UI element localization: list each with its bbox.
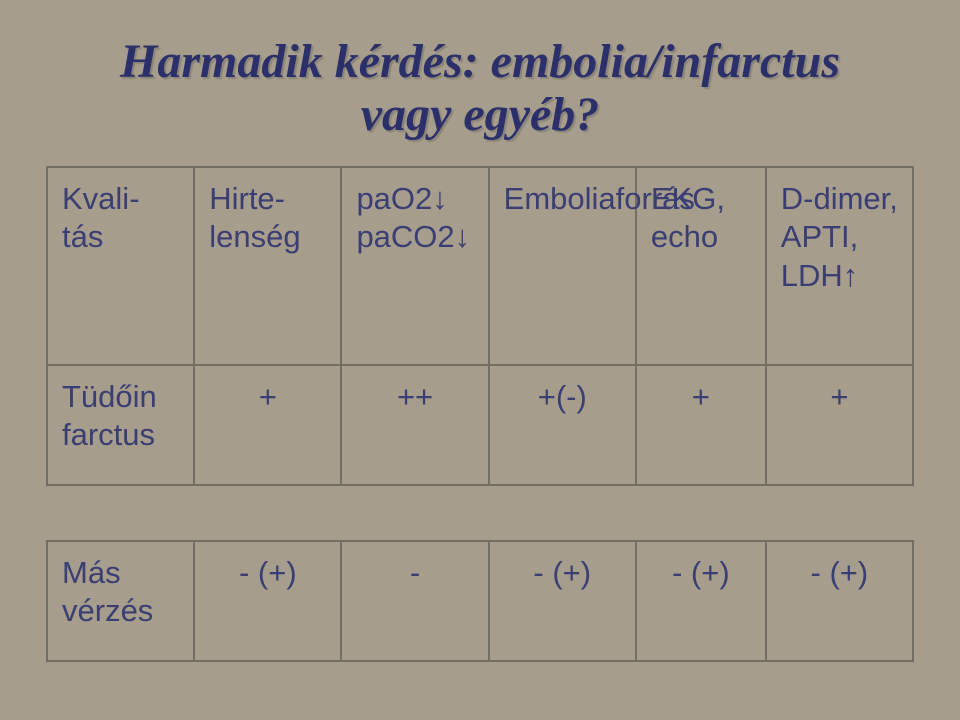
slide-title: Harmadik kérdés: embolia/infarctus vagy … <box>46 36 914 142</box>
row2-c4: - (+) <box>636 541 766 661</box>
row2-c1: - (+) <box>194 541 341 661</box>
row2-c5: - (+) <box>766 541 913 661</box>
row1-c2: ++ <box>341 365 488 485</box>
table-header-row: Kvali-tás Hirte-lenség paO2↓ paCO2↓ Embo… <box>47 167 913 365</box>
row1-c1: + <box>194 365 341 485</box>
title-line-1: Harmadik kérdés: embolia/infarctus <box>120 35 840 88</box>
row2-label: Más vérzés <box>47 541 194 661</box>
header-cell-emboli: Emboliaforrás <box>489 167 636 365</box>
table-row: Tüdőin farctus + ++ +(-) + + <box>47 365 913 485</box>
row1-c3: +(-) <box>489 365 636 485</box>
title-line-2: vagy egyéb? <box>361 88 600 141</box>
table-spacer <box>47 485 913 541</box>
row1-c4: + <box>636 365 766 485</box>
header-cell-hirtelenseg: Hirte-lenség <box>194 167 341 365</box>
row1-c5: + <box>766 365 913 485</box>
comparison-table: Kvali-tás Hirte-lenség paO2↓ paCO2↓ Embo… <box>46 166 914 662</box>
table-row: Más vérzés - (+) - - (+) - (+) - (+) <box>47 541 913 661</box>
header-cell-pao2: paO2↓ paCO2↓ <box>341 167 488 365</box>
row2-c3: - (+) <box>489 541 636 661</box>
header-cell-kvalitas: Kvali-tás <box>47 167 194 365</box>
row2-c2: - <box>341 541 488 661</box>
row1-label: Tüdőin farctus <box>47 365 194 485</box>
header-cell-ekg: EKG, echo <box>636 167 766 365</box>
slide: Harmadik kérdés: embolia/infarctus vagy … <box>0 0 960 720</box>
header-cell-ddimer: D-dimer, APTI, LDH↑ <box>766 167 913 365</box>
